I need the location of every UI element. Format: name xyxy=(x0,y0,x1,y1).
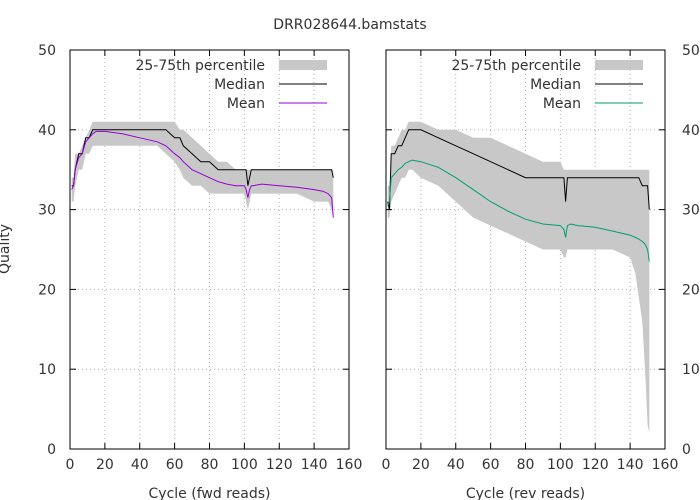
x-tick-label: 120 xyxy=(582,457,609,473)
x-tick-label: 0 xyxy=(382,457,391,473)
chart-title: DRR028644.bamstats xyxy=(273,17,426,33)
plot-frame xyxy=(69,49,350,450)
y-tick-label: 0 xyxy=(682,442,691,458)
x-tick-label: 160 xyxy=(652,457,679,473)
y-tick-label: 40 xyxy=(38,123,56,139)
percentile-band xyxy=(71,121,334,218)
x-tick-label: 40 xyxy=(131,457,149,473)
legend-median-label: Median xyxy=(530,77,581,93)
y-tick-label: 10 xyxy=(38,362,56,378)
y-tick-label: 50 xyxy=(682,43,700,59)
x-tick-label: 20 xyxy=(96,457,114,473)
median-line xyxy=(387,129,650,210)
x-tick-label: 20 xyxy=(412,457,430,473)
percentile-band xyxy=(387,121,650,434)
legend-band-label: 25-75th percentile xyxy=(451,58,581,74)
x-axis-label: Cycle (fwd reads) xyxy=(149,486,271,500)
legend-band-swatch xyxy=(595,60,643,70)
x-tick-label: 140 xyxy=(301,457,328,473)
x-tick-label: 100 xyxy=(547,457,574,473)
y-tick-label: 20 xyxy=(682,282,700,298)
y-tick-label: 50 xyxy=(38,43,56,59)
x-tick-label: 60 xyxy=(482,457,500,473)
x-tick-label: 40 xyxy=(447,457,465,473)
x-tick-label: 0 xyxy=(66,457,75,473)
x-tick-label: 80 xyxy=(201,457,219,473)
x-tick-label: 60 xyxy=(166,457,184,473)
y-tick-label: 30 xyxy=(682,203,700,219)
legend-median-label: Median xyxy=(214,77,265,93)
legend: 25-75th percentile Median Mean xyxy=(135,58,327,112)
mean-line xyxy=(71,130,334,218)
legend: 25-75th percentile Median Mean xyxy=(451,58,643,112)
x-tick-label: 80 xyxy=(517,457,535,473)
y-tick-label: 20 xyxy=(38,282,56,298)
x-tick-label: 160 xyxy=(336,457,363,473)
panel-1: 0 20 40 60 80 100 120 140 160 0 10 20 30 40 50 Cycle (f… xyxy=(38,43,362,500)
x-tick-label: 120 xyxy=(266,457,293,473)
legend-mean-label: Mean xyxy=(543,96,581,112)
y-tick-label: 30 xyxy=(38,203,56,219)
y-tick-label: 40 xyxy=(682,123,700,139)
legend-mean-label: Mean xyxy=(227,96,265,112)
mean-line xyxy=(387,159,650,262)
x-tick-label: 140 xyxy=(617,457,644,473)
x-axis-label: Cycle (rev reads) xyxy=(466,486,585,500)
legend-band-label: 25-75th percentile xyxy=(135,58,265,74)
y-tick-label: 10 xyxy=(682,362,700,378)
x-tick-label: 100 xyxy=(231,457,258,473)
legend-band-swatch xyxy=(279,60,327,70)
y-axis-label: Quality xyxy=(0,224,13,274)
y-tick-label: 0 xyxy=(47,442,56,458)
